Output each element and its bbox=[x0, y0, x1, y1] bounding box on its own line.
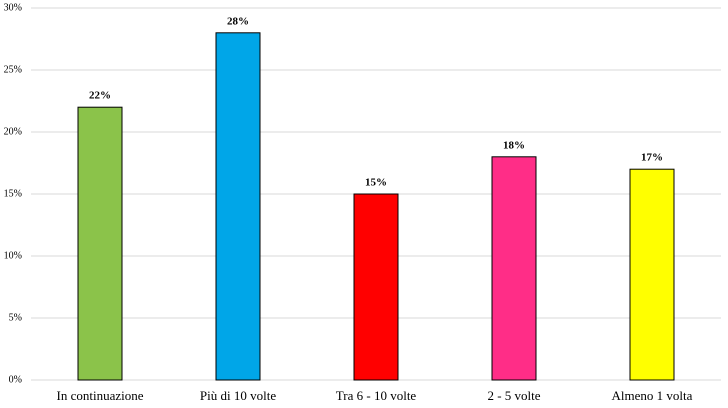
y-tick-label: 30% bbox=[4, 2, 22, 13]
y-tick-label: 5% bbox=[9, 312, 22, 323]
bar bbox=[491, 156, 537, 381]
x-tick-label: Più di 10 volte bbox=[200, 388, 276, 403]
y-tick-label: 10% bbox=[4, 250, 22, 261]
x-tick-label: In continuazione bbox=[57, 388, 144, 403]
y-tick-label: 20% bbox=[4, 126, 22, 137]
value-label: 17% bbox=[641, 152, 663, 164]
y-tick-label: 0% bbox=[9, 374, 22, 385]
value-label: 28% bbox=[227, 15, 249, 27]
y-tick-label: 25% bbox=[4, 64, 22, 75]
value-label: 15% bbox=[365, 177, 387, 189]
bar bbox=[215, 32, 261, 381]
value-label: 18% bbox=[503, 139, 525, 151]
y-tick-label: 15% bbox=[4, 188, 22, 199]
bar bbox=[77, 106, 123, 381]
bar bbox=[629, 168, 675, 381]
bar bbox=[353, 193, 399, 381]
x-tick-label: 2 - 5 volte bbox=[487, 388, 540, 403]
x-tick-label: Almeno 1 volta bbox=[612, 388, 693, 403]
value-label: 22% bbox=[89, 90, 111, 102]
x-tick-label: Tra 6 - 10 volte bbox=[336, 388, 417, 403]
